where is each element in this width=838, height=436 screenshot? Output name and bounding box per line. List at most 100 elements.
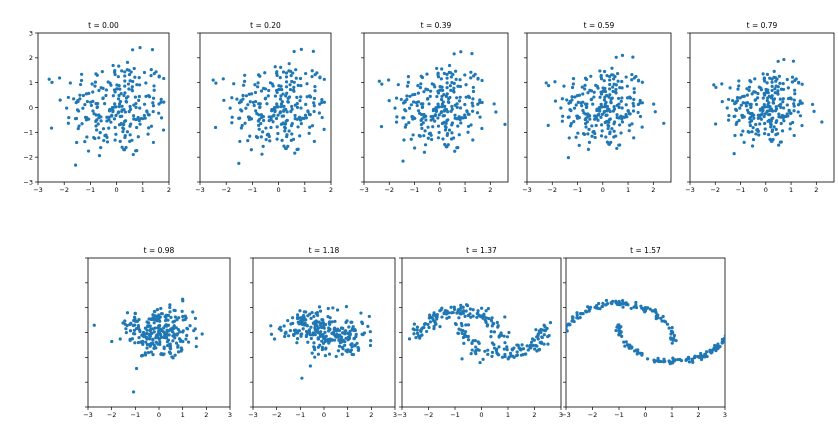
scatter-point [181,314,185,319]
scatter-point [614,328,618,333]
scatter-point [495,320,499,325]
scatter-point [671,338,675,342]
scatter-point [586,132,590,136]
scatter-point [321,318,325,322]
scatter-point [304,102,308,106]
scatter-point [756,116,760,120]
scatter-point [297,117,301,121]
scatter-point [158,342,162,346]
scatter-point [275,102,279,106]
scatter-point [618,143,622,147]
scatter-point [141,339,145,343]
scatter-point [97,136,101,140]
scatter-point [94,124,98,128]
scatter-point [452,52,456,56]
scatter-point [104,93,108,98]
scatter-point [159,116,164,120]
x-tick-label: 1 [506,411,510,419]
scatter-point [151,109,155,114]
subplot-title: t = 0.39 [421,21,452,30]
scatter-point [609,101,613,105]
scatter-point [259,89,264,93]
scatter-point [286,334,291,338]
scatter-point [76,99,80,104]
x-tick-label: −3 [248,411,258,419]
scatter-point [312,104,316,108]
scatter-point [413,146,417,150]
subplot-9: t = 1.57 −3 −2 −1 0 1 2 3 [561,246,727,419]
scatter-point [733,133,737,138]
scatter-point [340,345,344,349]
scatter-point [264,137,268,142]
scatter-point [442,114,446,118]
scatter-point [230,96,234,100]
scatter-point [772,97,777,101]
scatter-point [572,106,577,110]
scatter-point [305,95,309,99]
scatter-point [318,309,323,313]
scatter-point [792,102,796,106]
subplot-4: t = 0.59 −3 −2 −1 0 1 2 [522,21,672,194]
scatter-point [143,351,147,355]
scatter-point [304,116,308,120]
scatter-point [278,97,283,101]
scatter-point [416,100,421,104]
scatter-point [265,102,269,106]
scatter-points [544,53,666,160]
scatter-point [301,322,305,326]
scatter-point [124,331,128,335]
scatter-point [624,103,628,107]
x-tick-label: −2 [384,186,394,194]
scatter-point [477,341,481,345]
scatter-point [141,330,146,335]
scatter-point [431,109,436,113]
scatter-point [316,337,321,341]
scatter-point [263,71,267,75]
scatter-point [607,74,612,79]
scatter-point [655,313,659,317]
scatter-point [313,89,317,93]
scatter-point [790,80,794,84]
scatter-point [812,109,816,114]
scatter-point [116,75,120,79]
scatter-point [608,109,612,114]
scatter-point [122,122,126,127]
scatter-point [257,127,261,131]
scatter-point [562,338,565,341]
scatter-point [542,342,546,346]
scatter-point [284,71,289,75]
scatter-point [137,94,141,99]
scatter-point [155,308,159,312]
scatter-point [724,334,725,337]
x-tick-label: −1 [450,411,460,419]
scatter-point [782,119,786,123]
scatter-point [762,114,766,119]
scatter-point [83,102,87,107]
scatter-point [317,111,322,115]
scatter-point [348,124,351,127]
scatter-point [450,104,454,109]
scatter-point [605,113,609,117]
scatter-point [320,98,324,102]
scatter-point [757,133,761,137]
scatter-point [101,127,106,131]
scatter-point [301,318,305,322]
scatter-point [128,322,132,327]
scatter-point [470,101,474,105]
scatter-point [625,96,630,100]
scatter-point [594,114,599,118]
scatter-point [455,102,459,106]
scatter-point [507,330,511,335]
x-tick-label: −1 [296,411,306,419]
scatter-point [758,122,762,126]
scatter-point [779,140,783,144]
scatter-point [415,328,419,332]
scatter-point [436,116,440,120]
scatter-point [240,123,244,128]
scatter-point [598,69,602,73]
scatter-point [133,341,137,345]
scatter-point [142,102,147,106]
x-tick-label: 2 [329,186,333,194]
scatter-point [161,128,166,132]
scatter-point [638,98,642,103]
